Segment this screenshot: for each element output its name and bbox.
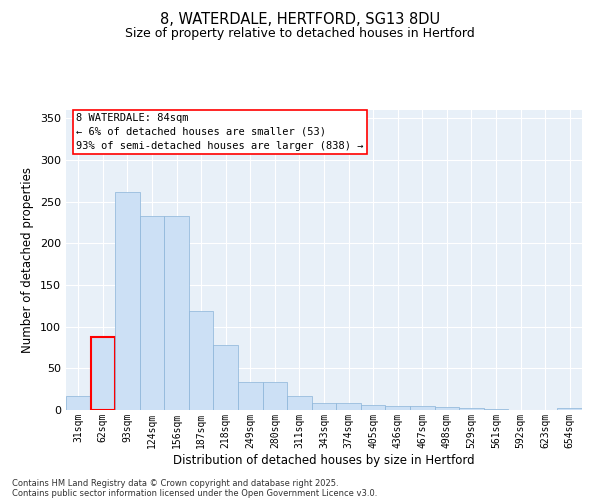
- Bar: [214, 345, 238, 410]
- Bar: [312, 402, 336, 410]
- Bar: [336, 404, 361, 410]
- Bar: [410, 406, 434, 410]
- Bar: [66, 396, 91, 410]
- Bar: [484, 409, 508, 410]
- Bar: [263, 382, 287, 410]
- Text: 8, WATERDALE, HERTFORD, SG13 8DU: 8, WATERDALE, HERTFORD, SG13 8DU: [160, 12, 440, 28]
- Bar: [434, 406, 459, 410]
- Bar: [361, 405, 385, 410]
- Text: Contains HM Land Registry data © Crown copyright and database right 2025.: Contains HM Land Registry data © Crown c…: [12, 478, 338, 488]
- Bar: [189, 311, 214, 410]
- Y-axis label: Number of detached properties: Number of detached properties: [22, 167, 34, 353]
- Bar: [459, 408, 484, 410]
- Text: Size of property relative to detached houses in Hertford: Size of property relative to detached ho…: [125, 28, 475, 40]
- Text: Contains public sector information licensed under the Open Government Licence v3: Contains public sector information licen…: [12, 488, 377, 498]
- Bar: [238, 382, 263, 410]
- Bar: [385, 406, 410, 410]
- Bar: [164, 216, 189, 410]
- X-axis label: Distribution of detached houses by size in Hertford: Distribution of detached houses by size …: [173, 454, 475, 466]
- Bar: [140, 216, 164, 410]
- Bar: [115, 192, 140, 410]
- Text: 8 WATERDALE: 84sqm
← 6% of detached houses are smaller (53)
93% of semi-detached: 8 WATERDALE: 84sqm ← 6% of detached hous…: [76, 113, 364, 151]
- Bar: [287, 396, 312, 410]
- Bar: [91, 336, 115, 410]
- Bar: [557, 408, 582, 410]
